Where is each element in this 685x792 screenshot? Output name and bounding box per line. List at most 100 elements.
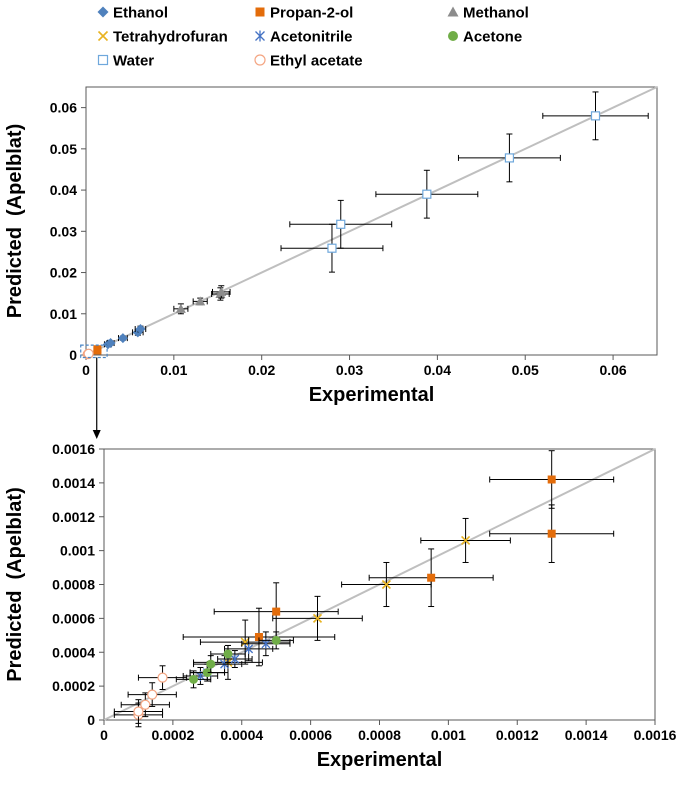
propan-2-ol-point [272,607,281,616]
error-bar [175,670,212,689]
acetonitrile-legend-marker [255,30,265,42]
acetone-point [206,659,216,669]
legend-item-propan-2-ol: Propan-2-ol [255,5,353,22]
y-tick-label: 0.001 [60,543,95,559]
y-tick-label: 0.02 [50,265,77,281]
acetone-point [223,649,233,659]
y-tick-label: 0.0016 [52,441,95,457]
x-tick-label: 0.06 [599,362,626,378]
y-axis-title: Predicted (Apelblat) [4,487,26,681]
series-ethyl-acetate [82,348,94,360]
legend-item-tetrahydrofuran: Tetrahydrofuran [97,29,228,46]
acetonitrile-point [244,643,254,654]
methanol-legend-marker [447,6,459,17]
x-axis-title: Experimental [309,384,435,406]
tetrahydrofuran-point [381,579,391,590]
legend-item-water: Water [97,53,154,70]
ethyl-acetate-point [140,699,151,710]
legend-item-acetone: Acetone [448,29,522,46]
water-point [422,189,432,199]
propan-2-ol-legend-marker [255,7,265,17]
legend-item-ethanol: Ethanol [97,5,168,22]
legend: Ethanol Propan-2-ol Methanol Tetrahydrofura… [97,5,529,70]
x-tick-label: 0.0002 [151,727,194,743]
x-axis-title: Experimental [317,749,443,771]
water-point [336,219,346,229]
legend-label-ethanol: Ethanol [113,5,168,22]
y-tick-label: 0 [69,347,77,363]
zoom-arrow-head [92,430,101,439]
methanol-point [216,286,227,296]
series-ethanol [102,324,147,350]
y-tick-label: 0 [87,712,95,728]
acetone-point [271,635,281,645]
y-tick-label: 0.0014 [52,475,95,491]
zoom-box [80,344,108,359]
x-tick-label: 0.0016 [634,727,677,743]
legend-item-methanol: Methanol [447,5,529,22]
x-tick-label: 0.03 [336,362,363,378]
x-tick-label: 0.0012 [496,727,539,743]
acetone-point [189,674,199,684]
legend-label-propan-2-ol: Propan-2-ol [270,5,353,22]
plot-zoom: 0 0.0002 0.0004 0.0006 0.0008 0.001 0.0012 0.00… [4,441,677,771]
legend-label-ethyl-acetate: Ethyl acetate [270,53,363,70]
propan-2-ol-point [427,573,436,582]
acetonitrile-point [230,654,240,665]
propan-2-ol-point [254,633,263,642]
x-tick-label: 0.04 [424,362,451,378]
legend-item-acetonitrile: Acetonitrile [255,29,353,46]
acetone-point [202,668,212,678]
y-tick-label: 0.0012 [52,509,95,525]
y-tick-label: 0.04 [50,182,77,198]
methanol-point [195,296,206,306]
legend-label-methanol: Methanol [463,5,529,22]
y-tick-label: 0.0008 [52,577,95,593]
water-point [590,111,601,121]
x-tick-label: 0.0014 [565,727,608,743]
water-legend-marker [97,54,109,66]
propan-2-ol-point [547,529,556,538]
propan-2-ol-point [93,346,102,355]
plot-overview: 0 0.01 0.02 0.03 0.04 0.05 0.06 0 0.01 0.02 0.03 0.… [4,86,658,439]
x-tick-label: 0 [82,362,90,378]
series-water [280,91,649,273]
methanol-point [175,303,186,313]
series-propan-2-ol [93,345,102,355]
legend-label-acetonitrile: Acetonitrile [270,29,353,46]
ethanol-point [117,333,128,344]
ethyl-acetate-point [147,689,158,700]
y-tick-label: 0.0006 [52,610,95,626]
x-tick-label: 0 [100,727,108,743]
x-tick-label: 0.02 [248,362,275,378]
y-tick-label: 0.03 [50,223,77,239]
series-propan-2-ol [182,450,615,667]
series-methanol [173,285,231,315]
water-point [504,153,515,163]
x-tick-label: 0.0008 [358,727,401,743]
legend-item-ethyl-acetate: Ethyl acetate [254,53,363,70]
series-acetone [175,631,294,689]
ethanol-legend-marker [97,6,109,18]
y-tick-label: 0.0002 [52,678,95,694]
propan-2-ol-point [547,475,556,484]
ethyl-acetate-point [157,672,168,683]
acetone-legend-marker [448,31,458,41]
legend-label-water: Water [113,53,154,70]
y-axis-title: Predicted (Apelblat) [4,124,26,318]
tetrahydrofuran-legend-marker [97,30,109,42]
tetrahydrofuran-point [312,613,323,623]
series-ethyl-acetate [113,665,188,728]
tetrahydrofuran-point [240,637,250,647]
tetrahydrofuran-point [461,535,471,546]
y-tick-label: 0.0004 [52,644,95,660]
ethyl-acetate-point [133,706,144,717]
x-tick-label: 0.01 [160,362,187,378]
x-tick-label: 0.05 [512,362,539,378]
legend-label-tetrahydrofuran: Tetrahydrofuran [113,29,228,46]
x-tick-label: 0.0006 [289,727,332,743]
x-tick-label: 0.001 [431,727,466,743]
ethyl-acetate-point [83,348,94,359]
y-tick-label: 0.05 [50,141,77,157]
